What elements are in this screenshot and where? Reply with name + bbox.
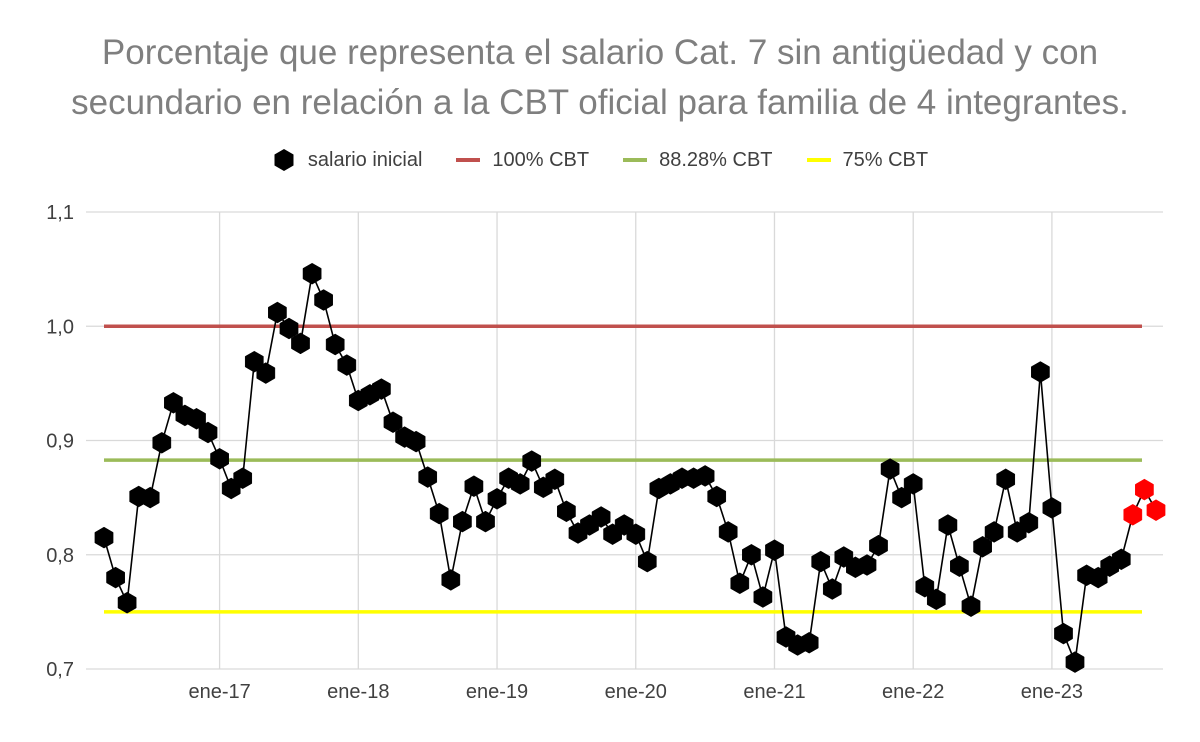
salario-data-point bbox=[926, 588, 946, 611]
salario-data-point bbox=[372, 378, 391, 400]
x-tick-label: ene-18 bbox=[327, 681, 389, 703]
salario-data-point bbox=[545, 468, 565, 491]
salario-data-point bbox=[210, 448, 229, 470]
salario-data-point bbox=[626, 523, 646, 545]
salario-data-point bbox=[973, 536, 992, 558]
salario-data-point bbox=[984, 521, 1004, 543]
legend-item-salario: salario inicial bbox=[272, 148, 423, 172]
salario-data-point bbox=[1042, 497, 1062, 519]
salario-data-point bbox=[337, 354, 357, 376]
legend-item-88-cbt: 88.28% CBT bbox=[623, 148, 773, 172]
salario-data-point bbox=[487, 488, 507, 510]
x-tick-label: ene-17 bbox=[188, 681, 250, 703]
salario-data-point bbox=[765, 539, 784, 561]
salario-data-point bbox=[302, 262, 322, 285]
legend-line-red bbox=[456, 158, 481, 162]
hexagon-marker-icon bbox=[274, 149, 294, 171]
salario-data-point bbox=[1031, 361, 1050, 383]
salario-data-point bbox=[152, 432, 172, 454]
salario-data-point bbox=[1054, 622, 1073, 645]
legend-line-green bbox=[623, 158, 648, 162]
salario-data-point bbox=[961, 595, 981, 617]
salario-data-point bbox=[880, 458, 900, 480]
x-tick-label: ene-22 bbox=[882, 681, 944, 703]
salario-data-point bbox=[117, 591, 137, 614]
salario-data-point bbox=[730, 572, 750, 595]
legend-label-75-cbt: 75% CBT bbox=[842, 148, 929, 171]
salario-data-point bbox=[591, 506, 611, 528]
legend-label-100-cbt: 100% CBT bbox=[492, 148, 590, 171]
salario-data-point bbox=[187, 408, 206, 430]
x-tick-label: ene-20 bbox=[605, 681, 667, 703]
y-tick-label: 0,9 bbox=[46, 431, 74, 453]
salario-data-point bbox=[256, 362, 276, 384]
legend-item-75-cbt: 75% CBT bbox=[806, 148, 929, 172]
chart-title: Porcentaje que representa el salario Cat… bbox=[0, 28, 1200, 128]
salario-data-point bbox=[707, 485, 727, 508]
salario-data-point bbox=[268, 301, 287, 324]
x-tick-label: ene-19 bbox=[466, 681, 528, 703]
salario-data-point bbox=[406, 430, 426, 453]
salario-data-point bbox=[938, 514, 958, 536]
salario-data-point bbox=[742, 544, 761, 566]
salario-data-point bbox=[753, 586, 773, 608]
legend-label-88-cbt: 88.28% CBT bbox=[659, 148, 773, 171]
salario-data-point bbox=[1065, 651, 1085, 673]
x-tick-label: ene-21 bbox=[743, 681, 805, 703]
salario-data-point bbox=[140, 486, 160, 509]
salario-data-point bbox=[291, 332, 310, 355]
legend-label-salario: salario inicial bbox=[307, 148, 423, 171]
salario-data-point bbox=[718, 521, 738, 543]
salario-data-point bbox=[94, 526, 114, 549]
salario-data-point bbox=[314, 289, 333, 311]
salario-data-point bbox=[522, 450, 542, 472]
chart-title-line-2: secundario en relación a la CBT oficial … bbox=[71, 83, 1129, 122]
salario-data-point bbox=[325, 333, 345, 356]
y-tick-label: 1,0 bbox=[46, 316, 74, 338]
legend-line-yellow bbox=[806, 158, 831, 162]
salario-data-point bbox=[198, 421, 218, 444]
x-tick-label: ene-23 bbox=[1021, 681, 1083, 703]
salario-data-point bbox=[950, 555, 969, 577]
y-tick-label: 1,1 bbox=[46, 202, 74, 224]
salario-data-point bbox=[637, 550, 657, 573]
legend-item-100-cbt: 100% CBT bbox=[456, 149, 589, 172]
highlight-data-point bbox=[1146, 499, 1166, 521]
legend: salario inicial 100% CBT 88.28% CBT 75% … bbox=[0, 148, 1200, 172]
salario-data-point bbox=[279, 317, 299, 340]
salario-data-point bbox=[106, 566, 125, 589]
salario-data-point bbox=[1019, 512, 1039, 534]
y-tick-label: 0,7 bbox=[46, 659, 74, 681]
salario-data-point bbox=[233, 467, 253, 489]
salario-data-point bbox=[418, 466, 438, 488]
chart-title-line-1: Porcentaje que representa el salario Cat… bbox=[101, 33, 1099, 72]
salario-data-point bbox=[903, 473, 923, 495]
salario-data-point bbox=[429, 502, 449, 525]
salario-data-point bbox=[695, 465, 715, 487]
salario-data-point bbox=[383, 411, 403, 433]
salario-data-point bbox=[996, 468, 1016, 491]
salario-data-point bbox=[869, 534, 888, 557]
salario-data-point bbox=[811, 550, 831, 573]
highlight-data-point bbox=[1135, 478, 1154, 501]
salario-data-point bbox=[799, 631, 819, 654]
salario-data-point bbox=[822, 578, 842, 600]
salario-data-point bbox=[464, 475, 484, 497]
salario-data-point bbox=[557, 500, 576, 523]
salario-data-point bbox=[441, 569, 461, 591]
salario-data-point bbox=[476, 510, 495, 533]
salario-data-point bbox=[857, 554, 877, 576]
salario-data-point bbox=[510, 473, 530, 495]
salario-data-point bbox=[164, 392, 183, 414]
salario-data-point bbox=[915, 575, 935, 598]
highlight-data-point bbox=[1123, 504, 1143, 526]
y-tick-label: 0,8 bbox=[46, 545, 74, 567]
salario-data-point bbox=[453, 510, 472, 533]
